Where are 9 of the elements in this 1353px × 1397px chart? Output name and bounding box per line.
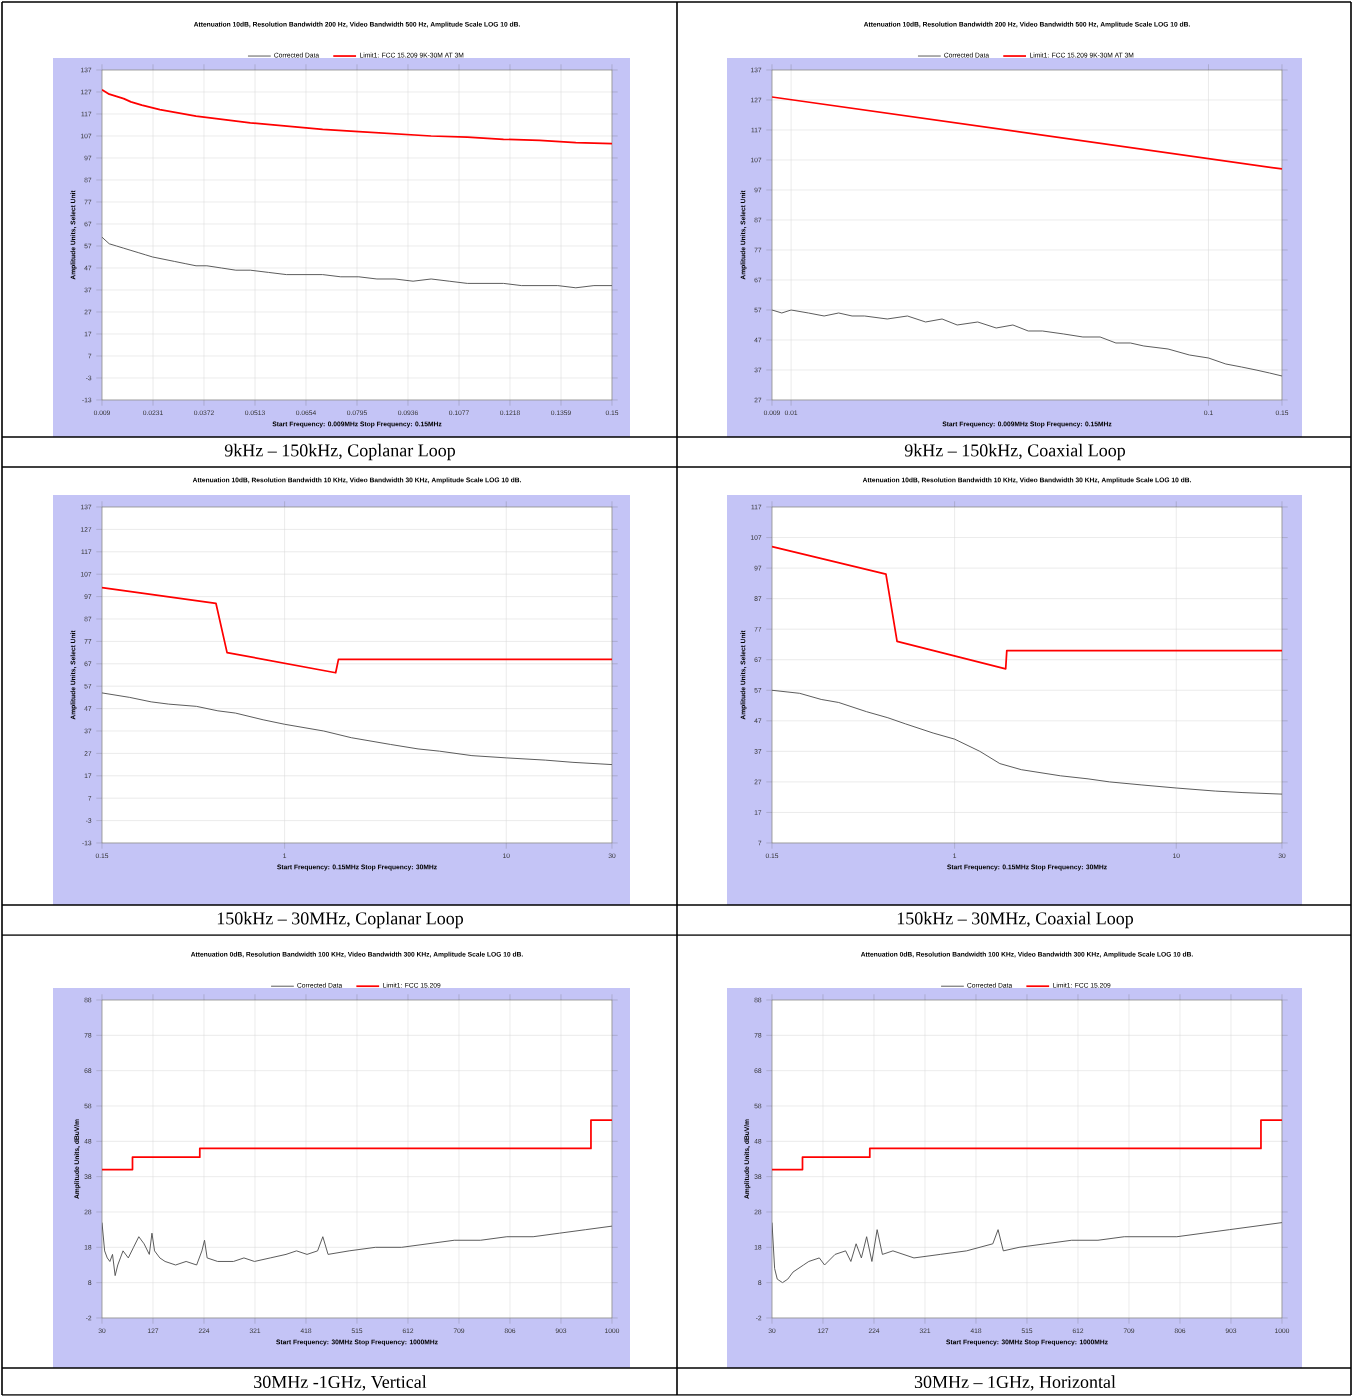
text: 30MHz – 1GHz, Horizontal — [914, 1375, 1116, 1391]
line-series — [102, 1119, 612, 1171]
text: 9kHz – 150kHz, Coaxial Loop — [904, 443, 1126, 461]
text: 9kHz – 150kHz, Coplanar Loop — [224, 443, 456, 461]
text: 30MHz -1GHz, Vertical — [254, 1375, 427, 1391]
text: 150kHz – 30MHz, Coaxial Loop — [897, 911, 1134, 929]
text: 150kHz – 30MHz, Coplanar Loop — [217, 911, 464, 929]
line-series — [772, 1119, 1282, 1171]
line-series — [102, 1222, 612, 1277]
